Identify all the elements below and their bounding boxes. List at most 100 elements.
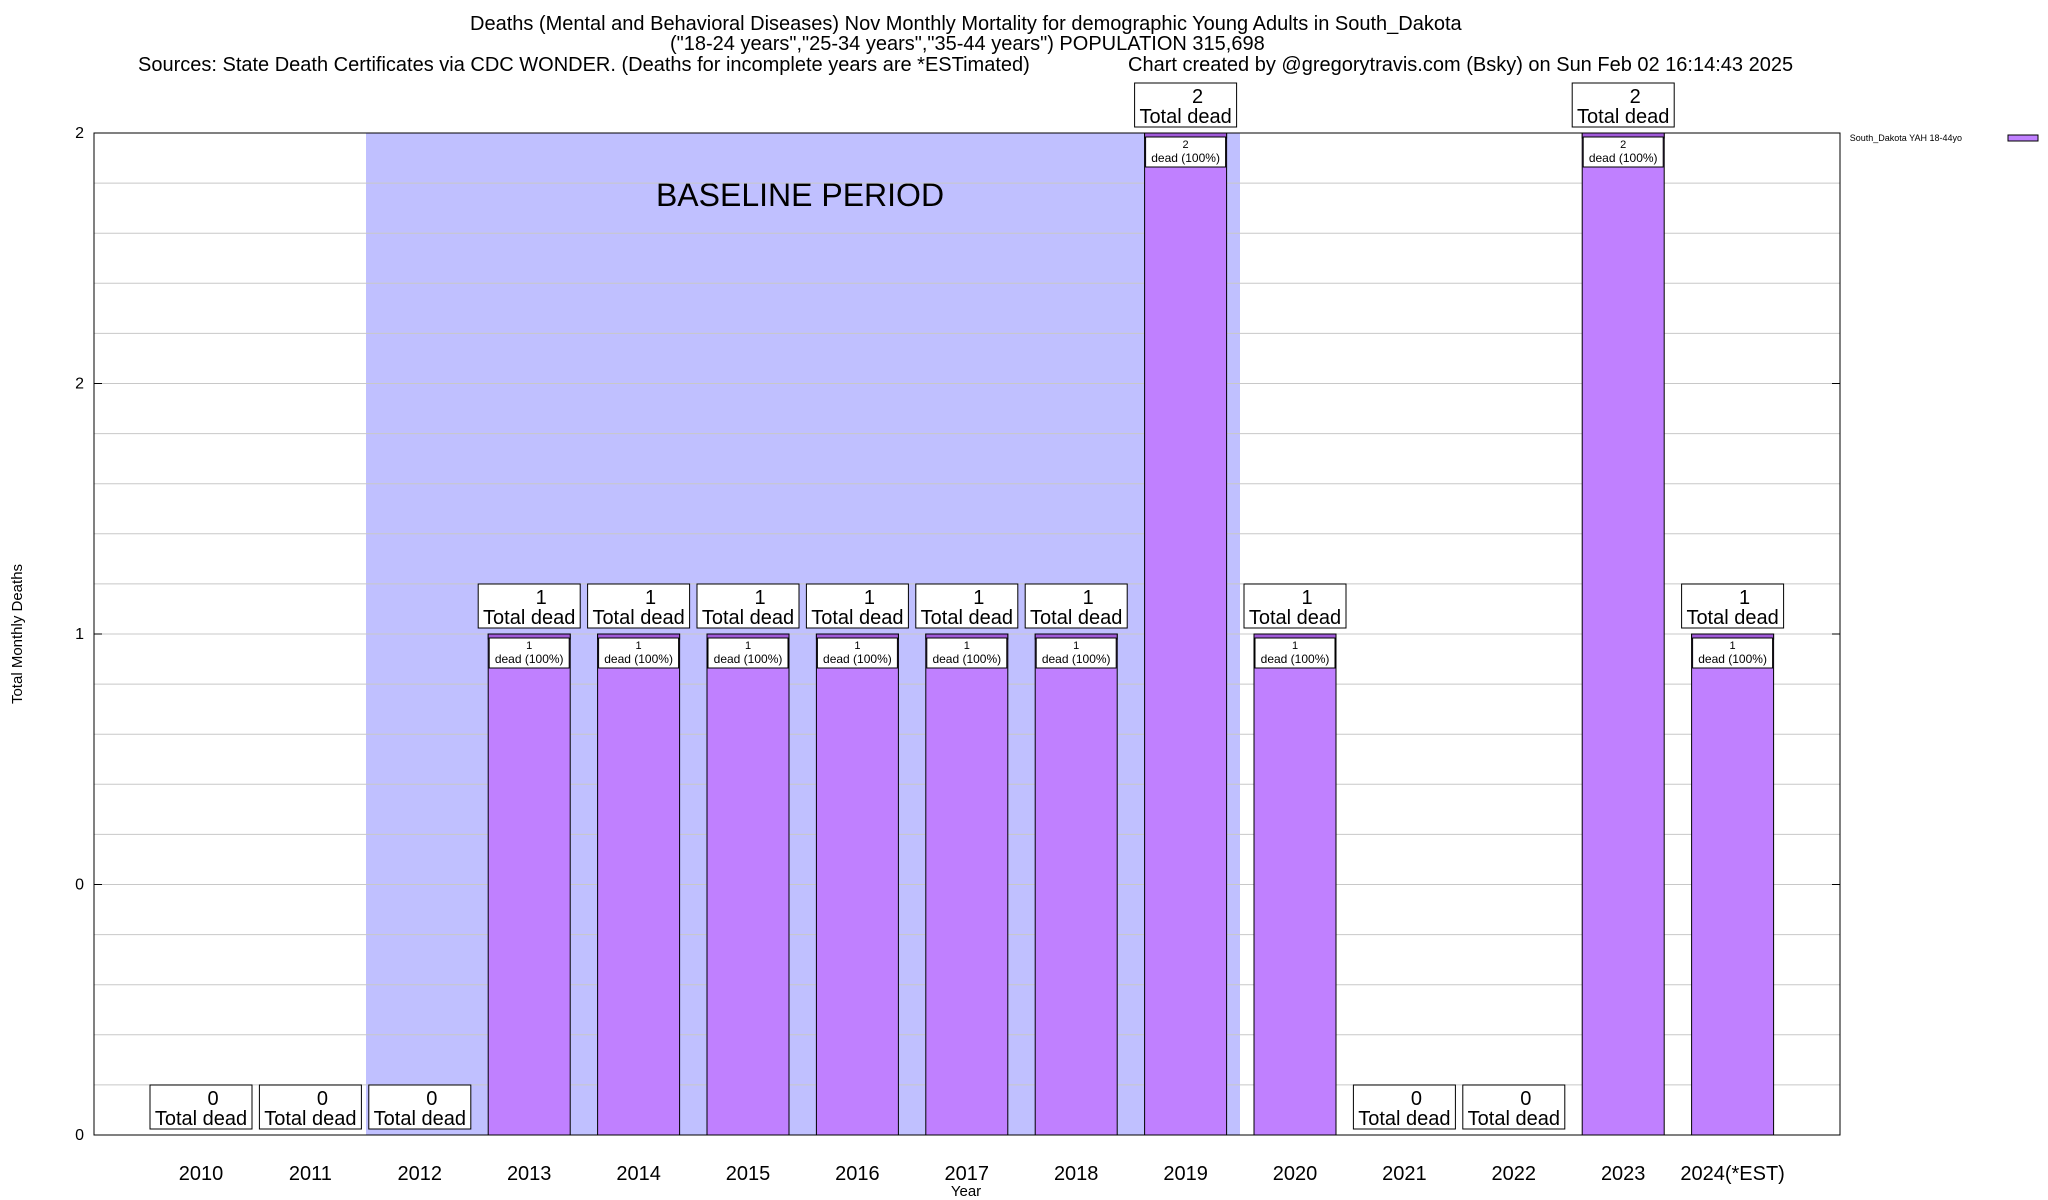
total-label-value: 2 (1192, 86, 1203, 108)
inner-label-pct: dead (100%) (1151, 151, 1220, 165)
bar (1144, 132, 1228, 1136)
x-tick-label: 2013 (507, 1163, 552, 1185)
total-label-value: 0 (207, 1088, 218, 1110)
inner-label-count: 1 (854, 640, 860, 652)
inner-label-count: 2 (1620, 139, 1626, 151)
total-label-box (805, 583, 909, 629)
legend-label: South_Dakota YAH 18-44yo (1850, 133, 1962, 143)
inner-label-box (598, 637, 680, 669)
bar (815, 633, 899, 1136)
total-label-value: 1 (536, 587, 547, 609)
y-tick-label: 0 (75, 877, 84, 894)
chart-credit: Chart created by @gregorytravis.com (Bsk… (1128, 54, 1794, 76)
inner-label-count: 2 (1183, 139, 1189, 151)
total-label-caption: Total dead (1358, 1108, 1450, 1130)
total-label-value: 0 (426, 1088, 437, 1110)
x-tick-label: 2024(*EST) (1680, 1163, 1785, 1185)
x-tick-label: 2010 (179, 1163, 224, 1185)
inner-label-box (926, 637, 1008, 669)
inner-label-count: 1 (1292, 640, 1298, 652)
total-label-caption: Total dead (702, 607, 794, 629)
x-tick-label: 2014 (616, 1163, 661, 1185)
total-label-box (477, 583, 581, 629)
inner-label-box (707, 637, 789, 669)
total-label-value: 0 (1411, 1088, 1422, 1110)
x-tick-label: 2011 (289, 1163, 332, 1185)
y-axis-label: Total Monthly Deaths (9, 564, 26, 704)
total-label-caption: Total dead (1030, 607, 1122, 629)
legend-swatch (2007, 134, 2039, 142)
bar (1034, 633, 1118, 1136)
inner-label-pct: dead (100%) (1042, 652, 1111, 666)
total-label-value: 1 (645, 587, 656, 609)
inner-label-pct: dead (100%) (604, 652, 673, 666)
total-label-caption: Total dead (1686, 607, 1778, 629)
bar (1253, 633, 1337, 1136)
inner-label-box (1254, 637, 1336, 669)
y-tick-label: 2 (75, 376, 84, 393)
total-label-box (1134, 82, 1238, 128)
total-label-caption: Total dead (921, 607, 1013, 629)
inner-label-box (1145, 136, 1227, 168)
legend: South_Dakota YAH 18-44yo (1850, 133, 2039, 143)
y-tick-label: 1 (75, 626, 84, 643)
total-label-box (587, 583, 691, 629)
total-label-caption: Total dead (1468, 1108, 1560, 1130)
total-label-caption: Total dead (374, 1108, 466, 1130)
total-label-box (1243, 583, 1347, 629)
inner-label-box (816, 637, 898, 669)
bar (1691, 633, 1775, 1136)
inner-label-count: 1 (1730, 640, 1736, 652)
total-label-caption: Total dead (811, 607, 903, 629)
total-label-box (1024, 583, 1128, 629)
total-label-box (258, 1084, 362, 1130)
total-label-caption: Total dead (1577, 106, 1669, 128)
bar (925, 633, 1009, 1136)
x-axis-label: Year (951, 1183, 981, 1200)
inner-label-pct: dead (100%) (932, 652, 1001, 666)
bars (197, 132, 1775, 1136)
total-label-value: 1 (973, 587, 984, 609)
y-tick-label: 0 (75, 1127, 84, 1144)
x-tick-label: 2016 (835, 1163, 880, 1185)
inner-label-box (1035, 637, 1117, 669)
bar (706, 633, 790, 1136)
total-label-box (915, 583, 1019, 629)
total-label-caption: Total dead (1249, 607, 1341, 629)
inner-label-box (488, 637, 570, 669)
total-label-box (1571, 82, 1675, 128)
chart-subtitle: ("18-24 years","25-34 years","35-44 year… (670, 33, 1265, 55)
total-label-box (1352, 1084, 1456, 1130)
bar (597, 633, 681, 1136)
inner-label-pct: dead (100%) (1698, 652, 1767, 666)
total-label-caption: Total dead (264, 1108, 356, 1130)
inner-label-box (1582, 136, 1664, 168)
x-tick-label: 2012 (398, 1163, 443, 1185)
chart-sources: Sources: State Death Certificates via CD… (138, 54, 1030, 76)
x-tick-label: 2017 (945, 1163, 990, 1185)
total-label-box (1681, 583, 1785, 629)
total-label-value: 0 (317, 1088, 328, 1110)
total-label-value: 1 (754, 587, 765, 609)
x-tick-label: 2015 (726, 1163, 771, 1185)
inner-label-count: 1 (964, 640, 970, 652)
inner-label-count: 1 (745, 640, 751, 652)
x-tick-label: 2022 (1492, 1163, 1537, 1185)
total-label-caption: Total dead (483, 607, 575, 629)
x-tick-label: 2020 (1273, 1163, 1318, 1185)
x-tick-label: 2019 (1163, 1163, 1208, 1185)
inner-label-pct: dead (100%) (1589, 151, 1658, 165)
total-label-box (149, 1084, 253, 1130)
x-tick-label: 2018 (1054, 1163, 1099, 1185)
total-label-value: 0 (1520, 1088, 1531, 1110)
total-label-value: 1 (1739, 587, 1750, 609)
x-tick-label: 2023 (1601, 1163, 1646, 1185)
total-label-box (1462, 1084, 1566, 1130)
inner-label-count: 1 (636, 640, 642, 652)
inner-label-pct: dead (100%) (714, 652, 783, 666)
total-label-caption: Total dead (155, 1108, 247, 1130)
inner-label-count: 1 (526, 640, 532, 652)
total-label-caption: Total dead (1139, 106, 1231, 128)
